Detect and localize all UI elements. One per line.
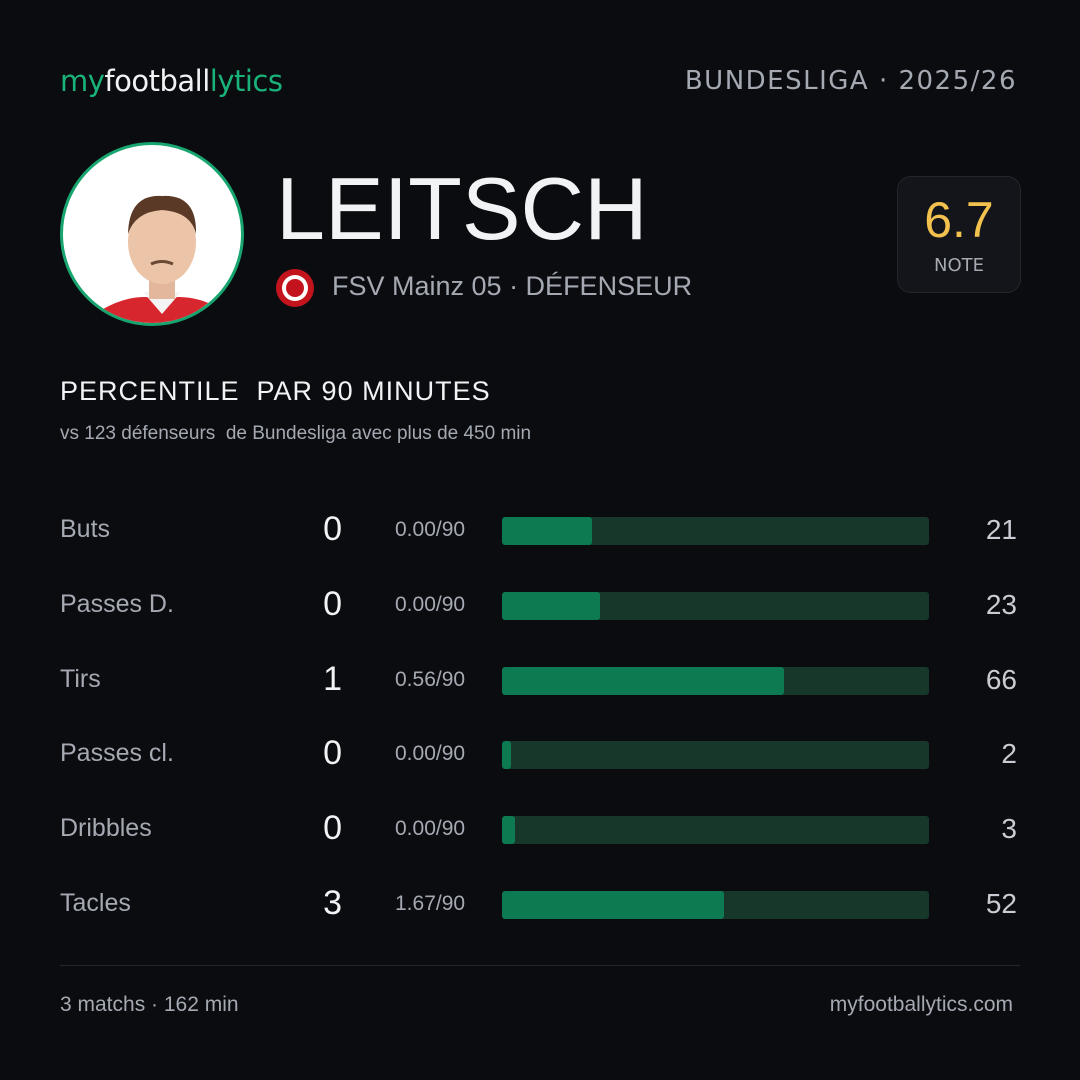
stat-percentile: 3 [1001, 813, 1017, 845]
bar-track [502, 816, 929, 845]
stat-percentile: 23 [985, 588, 1017, 620]
stat-total: 0 [323, 734, 342, 773]
stat-total: 0 [323, 809, 342, 848]
section-title: PERCENTILE PAR 90 MINUTES [60, 376, 491, 406]
rating-label: NOTE [933, 255, 984, 276]
stat-per90: 0.00/90 [395, 592, 466, 616]
team-logo [276, 269, 314, 307]
stat-percentile: 52 [985, 888, 1017, 919]
stat-per90: 0.00/90 [395, 742, 466, 766]
player-name: LEITSCH [276, 159, 648, 258]
footer-summary: 3 matchs · 162 min [60, 993, 239, 1016]
stat-label: Tacles [60, 889, 131, 917]
stat-label: Tirs [60, 664, 101, 693]
section-subtitle: vs 123 défenseurs de Bundesliga avec plu… [60, 423, 532, 444]
team-position: FSV Mainz 05 · DÉFENSEUR [332, 271, 693, 301]
stat-per90: 0.00/90 [395, 518, 466, 541]
stat-total: 0 [323, 510, 342, 548]
stat-percentile: 66 [985, 663, 1017, 695]
percentile-bar [502, 741, 511, 770]
bar-track [502, 517, 929, 545]
footer-site: myfootballytics.com [829, 993, 1013, 1016]
stat-label: Buts [60, 515, 111, 543]
percentile-bar [502, 591, 601, 620]
stat-label: Passes D. [60, 589, 174, 618]
stat-label: Dribbles [60, 814, 152, 843]
brand-part: my [60, 64, 105, 98]
percentile-bar [502, 891, 725, 919]
percentile-bar [502, 666, 784, 695]
stat-total: 1 [323, 659, 342, 698]
stat-per90: 0.56/90 [395, 667, 466, 691]
stat-percentile: 21 [985, 514, 1017, 545]
stat-label: Passes cl. [60, 739, 174, 768]
brand-part: football [104, 64, 210, 98]
brand-part: lytics [209, 64, 283, 98]
stat-total: 3 [323, 884, 342, 922]
percentile-bar [502, 517, 592, 545]
divider [60, 965, 1020, 966]
stat-per90: 0.00/90 [395, 817, 466, 841]
bar-track [502, 891, 929, 919]
rating-box: 6.7 NOTE [897, 176, 1021, 293]
portrait [98, 195, 226, 323]
bar-track [502, 666, 929, 695]
brand: myfootballlytics [60, 64, 283, 98]
percentile-bar [502, 816, 515, 845]
stat-percentile: 2 [1001, 738, 1017, 770]
player-photo [60, 142, 244, 326]
league: BUNDESLIGA · 2025/26 [684, 66, 1017, 96]
stat-per90: 1.67/90 [395, 892, 466, 915]
stat-total: 0 [323, 584, 342, 623]
bar-track [502, 741, 929, 770]
rating: 6.7 [924, 192, 994, 248]
bar-track [502, 591, 929, 620]
